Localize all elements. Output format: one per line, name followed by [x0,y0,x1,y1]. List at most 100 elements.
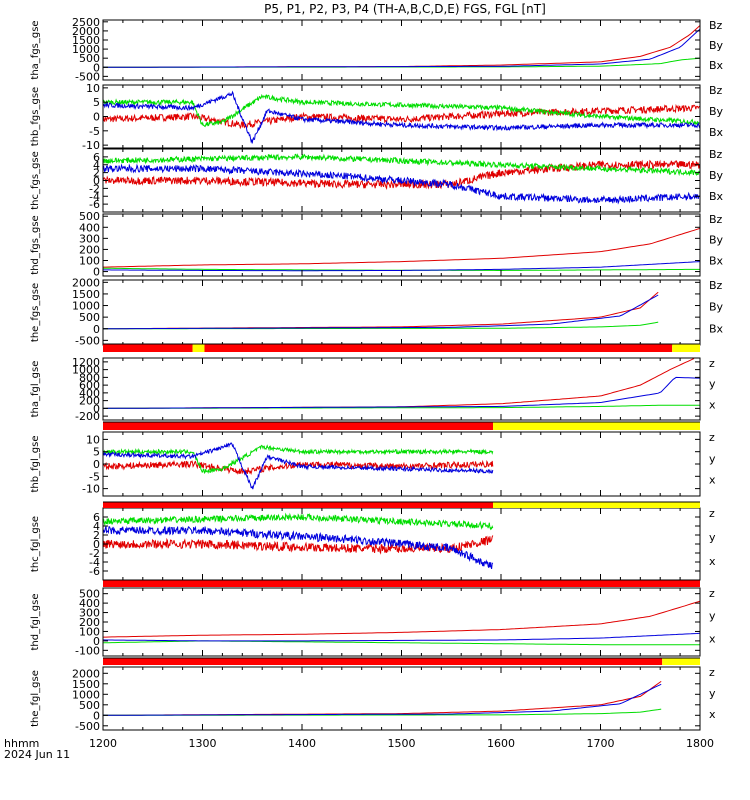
series-y-line [103,640,700,646]
mode-bar [103,657,700,665]
footer-time-label: hhmm [4,737,39,750]
mode-bar-segment [192,344,205,352]
series-z-line [103,459,494,476]
panel-frame [102,279,701,346]
ytick-label: 1500 [72,34,100,47]
ytick-label: 0 [93,266,100,279]
legend-z: z [709,507,715,520]
ytick-label: 600 [79,379,100,392]
ytick-label: 2500 [72,16,100,29]
ylabel-tha_fgl_gse: tha_fgl_gse [30,361,41,418]
ytick-label: 200 [79,616,100,629]
legend-Bz: Bz [709,148,723,161]
ytick-label: -10 [82,483,100,496]
series-z-line [103,535,494,555]
footer-date-label: 2024 Jun 11 [4,748,70,761]
ytick-label: 500 [79,588,100,601]
ytick-label: 2000 [72,25,100,38]
mode-bar [103,343,700,352]
ytick-label: 400 [79,387,100,400]
chart-title: P5, P1, P2, P3, P4 (TH-A,B,C,D,E) FGS, F… [264,2,546,16]
panel-frame [102,666,701,731]
ylabel-the_fgl_gse: the_fgl_gse [30,670,41,727]
ytick-label: 10 [86,433,100,446]
ylabel-thd_fgs_gse: thd_fgs_gse [30,215,41,274]
ytick-label: 0 [93,709,100,722]
series-Bz-line [103,291,659,330]
xtick-label: 1600 [487,737,515,750]
ytick-label: -5 [89,125,100,138]
ytick-label: 500 [79,52,100,65]
legend-y: y [709,610,716,623]
legend-Bz: Bz [709,19,723,32]
ytick-label: -500 [75,720,100,733]
legend-y: y [709,378,716,391]
mode-bar-segment [103,422,494,430]
ytick-label: 0 [93,635,100,648]
xtick-label: 1300 [189,737,217,750]
mode-bar-segment [493,422,700,430]
panel-thb_fgs_gse: 105 0-5-10 thb_fgs_gse Bz By Bx [30,82,724,152]
ytick-label: 1000 [72,43,100,56]
ylabel-the_fgs_gse: the_fgs_gse [30,283,41,342]
series-z-line [103,358,695,409]
ytick-label: 300 [79,232,100,245]
ytick-label: 300 [79,607,100,620]
series-Bx-line [103,294,659,330]
ytick-label: 0 [93,323,100,336]
legend-x: x [709,555,716,568]
ytick-label: -4 [89,556,100,569]
panel-frame [102,19,701,81]
ytick-label: 0 [93,111,100,124]
series-By-line [103,153,700,177]
series-By-line [103,93,700,128]
legend-x: x [709,398,716,411]
legend-x: x [709,632,716,645]
ytick-label: 5 [93,446,100,459]
ytick-label: 0 [93,61,100,74]
series-Bz-line [103,227,700,268]
series-y-line [103,512,494,531]
ytick-label: 500 [79,699,100,712]
mode-bar-segment [493,502,700,508]
ytick-label: -6 [89,565,100,578]
legend-By: By [709,169,724,182]
ytick-label: 0 [93,402,100,415]
legend-y: y [709,452,716,465]
series-y-line [103,444,494,475]
ytick-label: 6 [93,511,100,524]
ytick-label: 0 [93,175,100,188]
mode-bar-segment [662,658,700,665]
mode-bar-segment [204,344,673,352]
xtick-label: 1400 [288,737,316,750]
legend-By: By [709,105,724,118]
mode-bar [103,421,700,430]
mode-bar [103,579,700,587]
ytick-label: 800 [79,371,100,384]
ylabel-thd_fgl_gse: thd_fgl_gse [30,594,41,651]
series-Bx-line [103,90,700,144]
legend-By: By [709,234,724,247]
ylabel-thb_fgs_gse: thb_fgs_gse [30,87,41,146]
ytick-label: 10 [86,82,100,95]
ytick-label: -100 [75,644,100,657]
ytick-label: 2 [93,529,100,542]
ytick-label: -2 [89,182,100,195]
mode-bar [103,501,700,508]
legend-Bx: Bx [709,322,724,335]
series-z-line [103,680,662,716]
legend-y: y [709,687,716,700]
mode-bar-segment [103,502,494,508]
legend-Bz: Bz [709,84,723,97]
ytick-label: -500 [75,334,100,347]
ylabel-tha_fgs_gse: tha_fgs_gse [30,20,41,79]
ylabel-thb_fgl_gse: thb_fgl_gse [30,436,41,493]
